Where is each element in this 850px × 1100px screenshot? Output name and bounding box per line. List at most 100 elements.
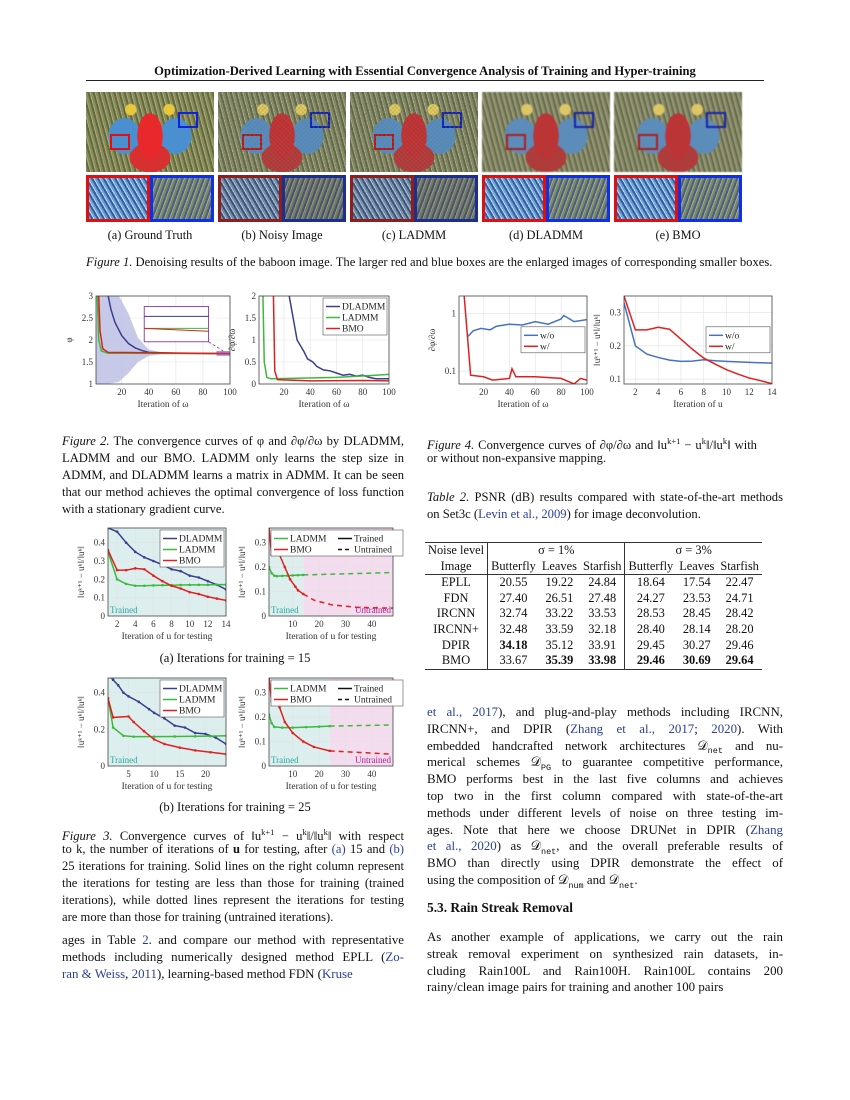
text-segment: and 𝒟 [583, 872, 620, 887]
citation-link[interactable]: Kruse [321, 966, 353, 981]
text-line: ran & Weiss, 2011), learning-based metho… [62, 966, 404, 983]
text-line: ADMM, and DLADMM learns a matrix in ADMM… [62, 467, 404, 484]
x-tick-label: 14 [222, 619, 232, 629]
y-tick-label: 2 [252, 291, 257, 301]
y-tick-label: 0.1 [610, 374, 621, 384]
value-cell: 28.53 [636, 606, 665, 621]
value-cell: 33.59 [545, 621, 574, 636]
citation-link[interactable]: (b) [389, 842, 404, 856]
right-column-text: et al., 2017), and plug-and-play methods… [427, 704, 784, 891]
value-cell: 35.12 [545, 637, 574, 652]
x-tick-label: 40 [505, 387, 515, 397]
y-tick-label: 0.2 [94, 574, 105, 584]
text-line: et al., 2017), and plug-and-play methods… [427, 704, 783, 721]
red-box [638, 134, 658, 150]
data-point [178, 746, 182, 749]
data-point [291, 726, 295, 729]
text-segment: ages. Note that here we choose DRUNet in… [427, 822, 751, 837]
citation-link[interactable]: 2 [142, 933, 149, 947]
y-tick-label: 0.1 [255, 587, 266, 597]
citation-link[interactable]: et al., 2017 [427, 705, 499, 719]
text-segment: ). With [737, 721, 784, 736]
value-cell: 29.46 [624, 653, 677, 670]
data-point [272, 574, 276, 577]
data-point [215, 583, 219, 586]
citation-link[interactable]: Zo- [385, 949, 404, 964]
legend-box [520, 326, 586, 354]
figure-3-caption: Figure 3. Convergence curves of ‖uk+1 − … [62, 824, 404, 926]
red-zoom-image [350, 175, 414, 222]
text-segment: Figure 2. [62, 434, 110, 448]
data-point [137, 700, 141, 704]
plot-area [624, 296, 772, 384]
legend-label: w/o [725, 332, 740, 342]
citation-link[interactable]: Levin et al., 2009 [478, 507, 567, 521]
x-tick-label: 15 [175, 769, 185, 779]
data-point [111, 678, 115, 682]
citation-link[interactable]: Zhang [750, 822, 783, 837]
data-point [206, 579, 210, 583]
chart-fig3b-right: 10 20 30 40 0 0.1 0.2 0.3 Iteration of u for tes… [235, 674, 404, 796]
data-point [161, 579, 164, 583]
region-label: Trained [271, 755, 299, 765]
series-line-bmo [272, 296, 389, 382]
text-segment: The convergence curves of φ and ∂φ/∂ω by… [109, 434, 405, 448]
series-line-w/ [624, 296, 772, 384]
method-cell: BMO [425, 653, 489, 670]
text-segment: Convergence curves of ‖u [112, 829, 262, 844]
text-segment: Table 2. [427, 490, 470, 504]
text-segment: or without non-expansive mapping. [427, 451, 607, 465]
citation-link[interactable]: 2020 [711, 721, 738, 736]
table-row: FDN 27.40 26.51 27.48 24.27 23.53 24.71 [425, 590, 762, 607]
data-point [197, 583, 201, 587]
citation-link[interactable]: et al., 2020 [427, 839, 497, 854]
text-line: top two in the first column compared wit… [427, 788, 783, 805]
data-point [270, 721, 273, 725]
x-tick-label: 60 [531, 387, 541, 397]
figure-1-panel [482, 92, 610, 222]
x-tick-label: 12 [203, 619, 212, 629]
blue-box [706, 112, 726, 128]
citation-link[interactable]: ran & Weiss [62, 966, 126, 981]
data-point [188, 574, 191, 577]
data-point [193, 749, 197, 752]
header-cell: σ = 3% [624, 541, 762, 559]
right-column-paragraph: As another example of applications, we c… [427, 929, 783, 996]
x-tick-label: 4 [133, 619, 138, 629]
data-point [280, 574, 284, 578]
region-label: Trained [110, 605, 138, 615]
x-tick-label: 12 [745, 387, 754, 397]
text-line: are more than those for training (untrai… [62, 909, 404, 926]
data-point [280, 726, 284, 729]
text-line: cluding Rain100L and Rain100H. Rain100L … [427, 963, 783, 980]
x-axis-label: Iteration of ω [298, 399, 349, 410]
citation-link[interactable]: (a) [331, 842, 346, 856]
citation-link[interactable]: 2011 [131, 966, 157, 981]
text-line: Figure 3. Convergence curves of ‖uk+1 − … [62, 824, 404, 844]
plot-area [262, 296, 389, 382]
blue-zoom-image [546, 175, 610, 222]
y-tick-label: 0 [101, 611, 106, 621]
text-segment: − u [274, 829, 303, 844]
data-point [122, 734, 125, 738]
value-cell: 26.51 [545, 590, 574, 605]
blue-box [442, 112, 462, 128]
figure-1-panel [614, 92, 742, 222]
x-tick-label: 10 [150, 769, 160, 779]
x-tick-label: 60 [171, 387, 181, 397]
inset-box [143, 306, 210, 343]
data-point [132, 735, 135, 738]
y-tick-label: 2 [89, 335, 94, 345]
table-row: EPLL 20.55 19.22 24.84 18.64 17.54 22.47 [425, 574, 762, 591]
table-row: IRCNN+ 32.48 33.59 32.18 28.40 28.14 28.20 [425, 621, 762, 638]
header-cell: Butterfly [624, 558, 677, 576]
text-segment: ), and plug-and-play methods including I… [498, 705, 783, 719]
citation-link[interactable]: Zhang et al., 2017 [570, 721, 695, 736]
text-segment: PSNR (dB) results compared with state-of… [469, 490, 783, 504]
baboon-image [86, 92, 214, 172]
data-point [288, 578, 292, 581]
value-cell: 27.40 [499, 590, 528, 605]
text-line: methods including numerically designed m… [62, 949, 404, 966]
red-box [374, 134, 394, 150]
data-point [193, 731, 197, 735]
